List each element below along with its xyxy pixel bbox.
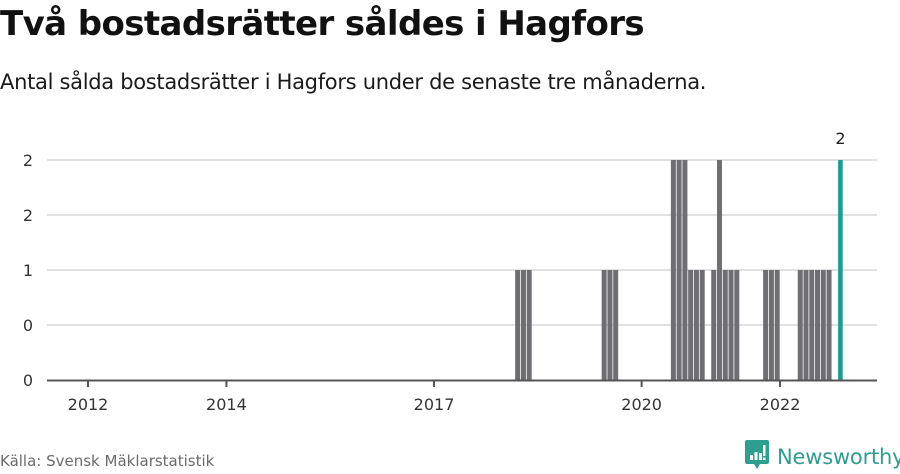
bar — [763, 270, 769, 380]
bar — [722, 270, 728, 380]
bar — [613, 270, 619, 380]
bar — [526, 270, 532, 380]
chart-title: Två bostadsrätter såldes i Hagfors — [0, 4, 645, 44]
bar — [815, 270, 821, 380]
y-tick-label: 1 — [23, 261, 33, 280]
bar — [728, 270, 734, 380]
bar — [688, 270, 694, 380]
source-note: Källa: Svensk Mäklarstatistik — [0, 452, 215, 470]
y-tick-label: 0 — [23, 316, 33, 335]
bar — [734, 270, 740, 380]
bar — [809, 270, 815, 380]
bar — [699, 270, 705, 380]
bar — [826, 270, 832, 380]
x-tick-label: 2017 — [414, 395, 455, 414]
bar — [711, 270, 717, 380]
brand-logo: Newsworthy — [745, 440, 900, 474]
x-tick-label: 2022 — [760, 395, 801, 414]
y-tick-label: 2 — [23, 206, 33, 225]
bar — [797, 270, 803, 380]
bar-chart: 0 0 1 2 2 2 2012 2014 2017 2020 2022 — [0, 110, 900, 420]
bar — [768, 270, 774, 380]
bar — [607, 270, 613, 380]
y-tick-label: 0 — [23, 371, 33, 390]
bar-chart-speech-bubble-icon — [745, 440, 769, 474]
bar — [520, 270, 526, 380]
y-tick-label: 2 — [23, 151, 33, 170]
bar — [693, 270, 699, 380]
bar — [515, 270, 521, 380]
highlighted-bar — [838, 160, 843, 380]
x-tick-label: 2012 — [68, 395, 109, 414]
bar — [774, 270, 780, 380]
chart-subtitle: Antal sålda bostadsrätter i Hagfors unde… — [0, 70, 707, 94]
bar — [676, 160, 682, 380]
highlight-value-label: 2 — [835, 129, 845, 148]
x-tick-label: 2014 — [206, 395, 247, 414]
bar — [601, 270, 607, 380]
chart-canvas: 0 0 1 2 2 2 2012 2014 2017 2020 2022 — [23, 129, 877, 414]
x-tick-label: 2020 — [621, 395, 662, 414]
bar — [670, 160, 676, 380]
bar — [803, 270, 809, 380]
bar — [682, 160, 688, 380]
brand-name: Newsworthy — [777, 445, 900, 469]
bar — [820, 270, 826, 380]
bar — [717, 160, 723, 380]
